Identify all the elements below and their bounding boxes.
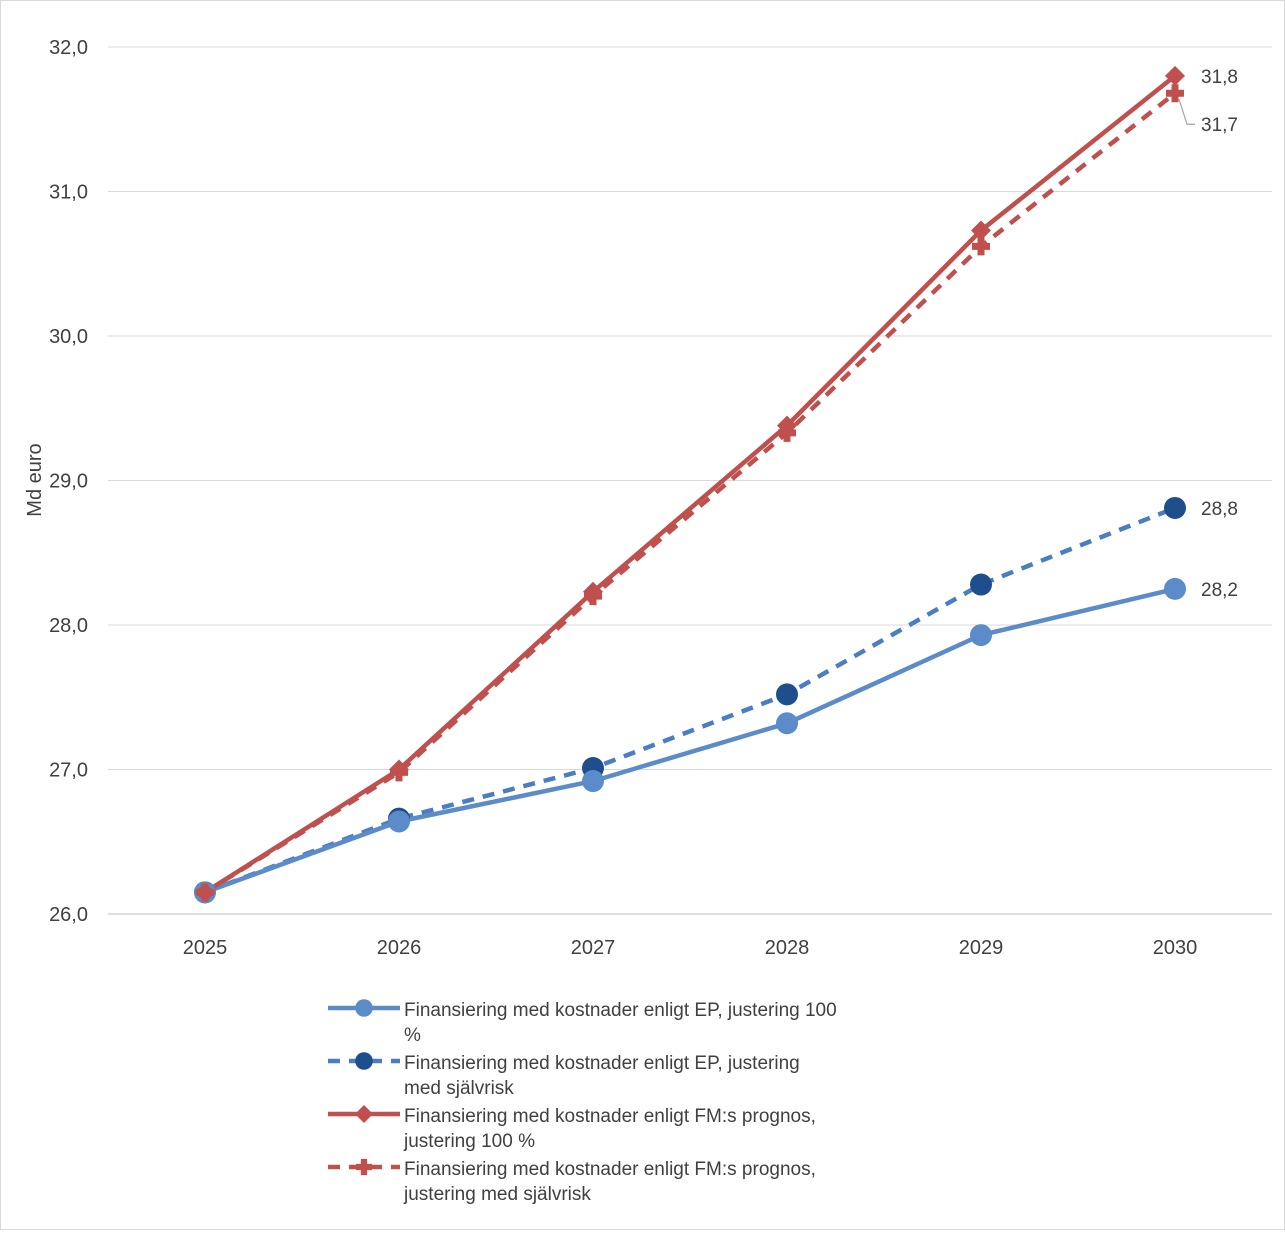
series-2-point — [776, 683, 798, 706]
legend-swatch-marker — [355, 1158, 373, 1176]
legend-label: justering 100 % — [403, 1131, 535, 1152]
series-1-point — [388, 810, 410, 833]
data-label-series-2: 28,8 — [1201, 499, 1238, 520]
series-3-point — [777, 415, 797, 436]
data-label-leader-line — [1178, 99, 1195, 125]
series-markers — [194, 65, 1186, 904]
legend-entry-1: Finansiering med kostnader enligt EP, ju… — [328, 999, 837, 1046]
series-2-point — [1164, 496, 1186, 519]
data-label-series-3: 31,8 — [1201, 67, 1238, 88]
series-3-point — [389, 759, 409, 780]
y-tick-label: 30,0 — [49, 326, 88, 348]
y-tick-label: 27,0 — [49, 760, 88, 782]
y-tick-label: 26,0 — [49, 904, 88, 926]
series-line-3 — [202, 73, 1178, 895]
legend-entry-2: Finansiering med kostnader enligt EP, ju… — [328, 1052, 800, 1099]
series-4-point — [972, 237, 990, 256]
y-axis-tick-labels: 26,0 27,0 28,0 29,0 30,0 31,0 32,0 — [49, 37, 88, 926]
y-axis-title: Md euro — [24, 443, 46, 516]
legend-label: Finansiering med kostnader enligt EP, ju… — [404, 1000, 837, 1021]
legend-swatch-marker — [355, 999, 373, 1017]
legend-label: % — [404, 1025, 421, 1046]
x-tick-label: 2026 — [377, 937, 422, 959]
series-1-point — [1164, 577, 1186, 600]
data-labels: 28,2 28,8 31,8 31,7 — [1178, 67, 1238, 601]
legend-swatch-marker — [355, 1052, 373, 1070]
x-tick-label: 2027 — [571, 937, 616, 959]
series-3-point — [195, 882, 215, 903]
legend-swatch-marker — [355, 1105, 373, 1123]
series-3-point — [1165, 65, 1185, 86]
data-label-series-4: 31,7 — [1201, 115, 1238, 136]
series-3-point — [971, 220, 991, 241]
legend-entry-3: Finansiering med kostnader enligt FM:s p… — [328, 1105, 816, 1152]
series-line-2 — [204, 505, 1176, 895]
legend-label: Finansiering med kostnader enligt FM:s p… — [404, 1106, 816, 1127]
x-tick-label: 2030 — [1153, 937, 1198, 959]
y-tick-label: 32,0 — [49, 37, 88, 59]
gridlines — [108, 46, 1272, 915]
series-1-point — [582, 770, 604, 793]
legend-label: justering med självrisk — [403, 1184, 591, 1205]
x-axis-tick-labels: 2025 2026 2027 2028 2029 2030 — [183, 937, 1198, 959]
y-tick-label: 28,0 — [49, 615, 88, 637]
x-tick-label: 2025 — [183, 937, 228, 959]
series-1-point — [970, 624, 992, 647]
legend-label: med självrisk — [404, 1078, 514, 1099]
series-line-1 — [202, 586, 1178, 895]
legend: Finansiering med kostnader enligt EP, ju… — [328, 999, 837, 1205]
series-2-point — [970, 573, 992, 596]
x-tick-label: 2029 — [959, 937, 1004, 959]
series-1-point — [776, 712, 798, 735]
legend-label: Finansiering med kostnader enligt FM:s p… — [404, 1159, 816, 1180]
series-3-point — [583, 581, 603, 602]
series-4-point — [1166, 84, 1184, 103]
x-tick-label: 2028 — [765, 937, 810, 959]
y-tick-label: 29,0 — [49, 471, 88, 493]
data-label-series-1: 28,2 — [1201, 580, 1238, 601]
series-lines — [202, 73, 1178, 895]
legend-label: Finansiering med kostnader enligt EP, ju… — [404, 1053, 800, 1074]
y-tick-label: 31,0 — [49, 182, 88, 204]
legend-entry-4: Finansiering med kostnader enligt FM:s p… — [328, 1158, 816, 1205]
